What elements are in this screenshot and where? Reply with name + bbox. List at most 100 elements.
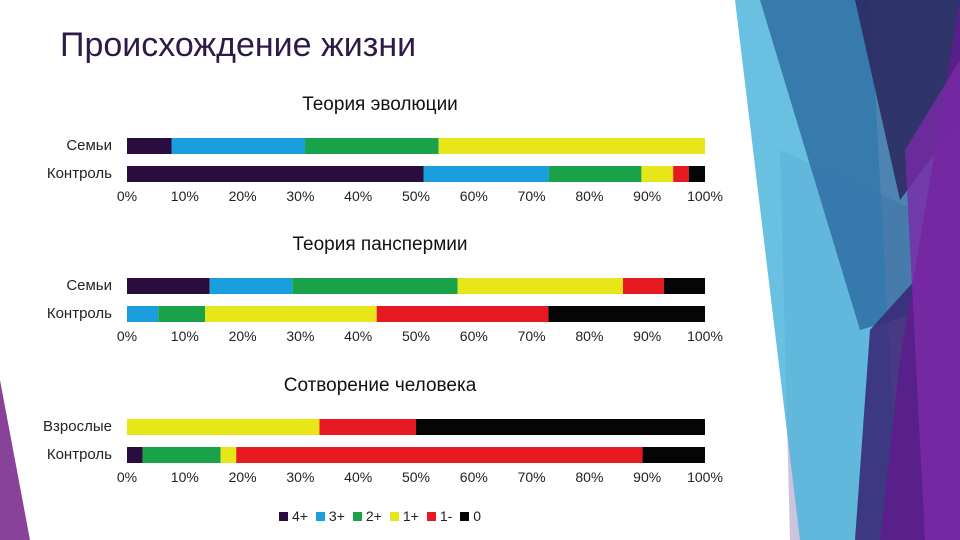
legend-swatch [315,511,325,521]
bar-segment-0 [416,419,705,435]
tick-label: 0% [117,328,137,344]
tick-label: 20% [229,469,257,485]
bar-segment-2+ [305,138,439,154]
tick-label: 30% [286,469,314,485]
bar-segment-1+ [457,278,623,294]
tick-label: 100% [687,469,723,485]
bar-segment-1- [673,166,689,182]
legend-item: 4+ [278,508,308,524]
bar-segment-0 [548,306,705,322]
legend-item: 2+ [352,508,382,524]
legend-label: 1+ [402,508,419,524]
bar-segment-0 [642,447,705,463]
deco-shape-violet [905,60,960,540]
chart-evolution: Теория эволюции Семьи Контроль 0% 10% 20% 30%… [0,94,760,206]
legend-swatch [352,511,362,521]
category-label: Контроль [47,446,112,463]
bar-segment-1+ [641,166,674,182]
chart-title: Теория эволюции [302,94,458,115]
legend-label: 1- [439,508,453,524]
chart-plot: Семьи Контроль 0% 10% 20% 30% 40% 50% 60% 70% 80% 9… [47,277,723,344]
bar-segment-1+ [205,306,377,322]
tick-label: 0% [117,469,137,485]
tick-label: 30% [286,328,314,344]
bar-segment-1+ [438,138,705,154]
tick-label: 60% [460,188,488,204]
tick-label: 80% [575,328,603,344]
legend-item: 1+ [389,508,419,524]
bar-segment-1+ [127,419,320,435]
tick-label: 60% [460,328,488,344]
bar-segment-4+ [127,166,424,182]
bar-segment-1- [236,447,643,463]
legend-swatch [426,511,436,521]
legend-label: 4+ [291,508,308,524]
legend-label: 3+ [328,508,345,524]
category-label: Семьи [66,277,112,294]
tick-label: 40% [344,188,372,204]
tick-label: 10% [171,469,199,485]
tick-label: 100% [687,188,723,204]
legend-swatch [389,511,399,521]
page-title: Происхождение жизни [60,26,417,64]
bar-segment-2+ [142,447,221,463]
category-label: Семьи [66,137,112,154]
tick-label: 30% [286,188,314,204]
tick-label: 40% [344,469,372,485]
bar-segment-3+ [127,306,159,322]
category-label: Взрослые [43,418,112,435]
bar-segment-2+ [548,166,642,182]
bar-segment-1- [319,419,416,435]
legend: 4+ 3+ 2+ 1+ 1- 0 [0,508,760,524]
tick-label: 70% [518,469,546,485]
bar-segment-4+ [127,138,172,154]
bar-segment-0 [688,166,705,182]
legend-swatch [278,511,288,521]
tick-label: 90% [633,469,661,485]
legend-swatch [460,511,470,521]
deco-shape-left-purple [0,380,30,540]
tick-label: 100% [687,328,723,344]
bar-segment-1- [622,278,664,294]
bar-segment-2+ [292,278,458,294]
tick-label: 10% [171,328,199,344]
category-label: Контроль [47,305,112,322]
chart-plot: Семьи Контроль 0% 10% 20% 30% 40% 50% 60% 70% 80% 9… [47,137,723,204]
bar-segment-1- [376,306,549,322]
category-label: Контроль [47,165,112,182]
bar-segment-4+ [127,278,210,294]
chart-panspermia: Теория панспермии Семьи Контроль 0% 10% 20% 3… [0,234,760,346]
legend-item: 3+ [315,508,345,524]
legend-item: 0 [460,508,481,524]
tick-label: 70% [518,328,546,344]
tick-label: 70% [518,188,546,204]
chart-plot: Взрослые Контроль 0% 10% 20% 30% 40% 50% 60% 70% 8… [43,418,723,485]
tick-label: 50% [402,469,430,485]
tick-label: 0% [117,188,137,204]
tick-label: 80% [575,188,603,204]
bar-segment-1+ [220,447,237,463]
tick-label: 90% [633,188,661,204]
tick-label: 10% [171,188,199,204]
tick-label: 20% [229,188,257,204]
legend-item: 1- [426,508,453,524]
bar-segment-3+ [171,138,306,154]
tick-label: 50% [402,328,430,344]
tick-label: 80% [575,469,603,485]
tick-label: 40% [344,328,372,344]
chart-creation: Сотворение человека Взрослые Контроль 0% 10… [0,375,760,487]
bar-segment-0 [663,278,705,294]
bar-segment-2+ [158,306,206,322]
legend-label: 2+ [365,508,382,524]
chart-title: Сотворение человека [283,375,477,396]
tick-label: 50% [402,188,430,204]
bar-segment-3+ [423,166,549,182]
legend-label: 0 [473,508,482,524]
bar-segment-4+ [127,447,143,463]
bar-segment-3+ [209,278,293,294]
chart-title: Теория панспермии [292,234,468,255]
tick-label: 20% [229,328,257,344]
tick-label: 60% [460,469,488,485]
tick-label: 90% [633,328,661,344]
